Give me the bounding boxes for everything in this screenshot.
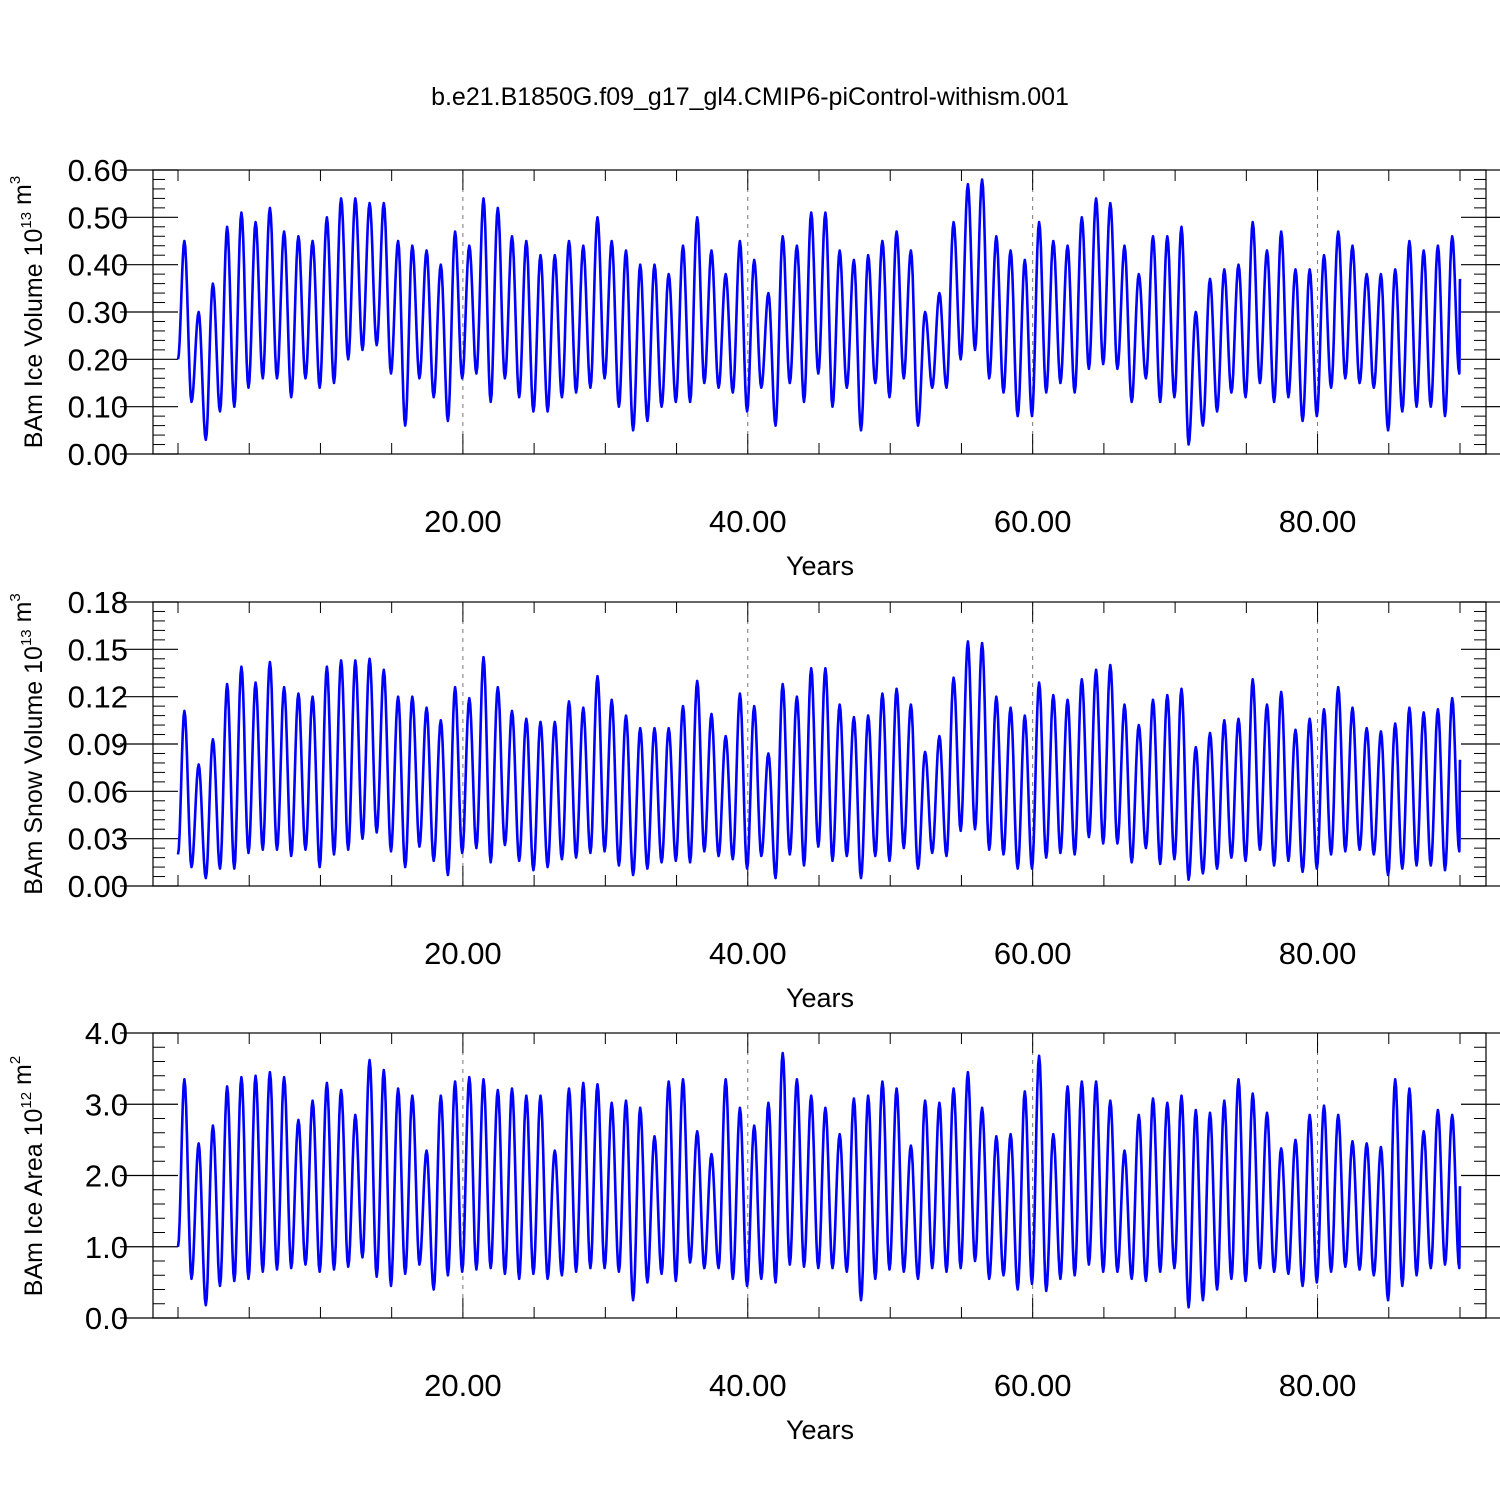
y-tick-label: 2.0 — [85, 1159, 128, 1194]
y-axis-label-superscript: 3 — [7, 176, 24, 184]
x-tick-label: 40.00 — [709, 936, 787, 971]
x-tick-label: 80.00 — [1279, 1368, 1357, 1403]
series-line-1 — [176, 178, 1462, 446]
y-tick-label: 0.0 — [85, 1301, 128, 1336]
y-axis-label-superscript: 3 — [7, 593, 24, 601]
chart-panel-3: 0.0 1.0 2.0 3.0 4.0 20.00 40.00 60.00 80.00 Years… — [7, 1016, 1500, 1445]
y-axis-label-part: m — [9, 1064, 37, 1092]
x-tick-label: 20.00 — [424, 936, 502, 971]
x-tick-label: 80.00 — [1279, 936, 1357, 971]
y-tick-label: 0.30 — [68, 295, 128, 330]
y-axis-label: BAm Ice Volume 1013 m3 — [7, 176, 48, 448]
y-tick-label: 0.50 — [68, 200, 128, 235]
x-tick-label: 40.00 — [709, 504, 787, 539]
y-axis-label-superscript: 12 — [18, 1092, 35, 1109]
y-tick-label: 1.0 — [85, 1230, 128, 1265]
x-axis-label: Years — [786, 1415, 854, 1445]
y-tick-label: 0.18 — [68, 585, 128, 620]
x-tick-label: 80.00 — [1279, 504, 1357, 539]
figure-title: b.e21.B1850G.f09_g17_gl4.CMIP6-piControl… — [431, 83, 1069, 111]
y-axis-label-part: m — [9, 184, 37, 212]
y-tick-label: 3.0 — [85, 1087, 128, 1122]
x-axis-label: Years — [786, 983, 854, 1013]
x-tick-label: 60.00 — [994, 936, 1072, 971]
y-tick-label: 0.06 — [68, 774, 128, 809]
y-axis-label-superscript: 13 — [18, 629, 35, 646]
x-axis-label: Years — [786, 551, 854, 581]
y-axis-label-part: BAm Ice Area 10 — [20, 1109, 48, 1297]
y-axis-label-part: BAm Snow Volume 10 — [20, 646, 48, 895]
y-tick-label: 0.00 — [68, 869, 128, 904]
y-tick-label: 0.20 — [68, 342, 128, 377]
y-axis-label-part: m — [9, 602, 37, 630]
y-tick-label: 0.40 — [68, 248, 128, 283]
x-tick-label: 60.00 — [994, 1368, 1072, 1403]
x-tick-label: 40.00 — [709, 1368, 787, 1403]
y-axis-label: BAm Snow Volume 1013 m3 — [7, 593, 48, 895]
y-axis-label-part: BAm Ice Volume 10 — [20, 229, 48, 449]
series-line-2 — [176, 640, 1462, 881]
chart-panel-2: 0.00 0.03 0.06 0.09 0.12 0.15 0.18 20.00 40.00 60… — [7, 585, 1500, 1013]
y-tick-label: 0.12 — [68, 680, 128, 715]
y-tick-label: 0.00 — [68, 437, 128, 472]
chart-panel-1: 0.00 0.10 0.20 0.30 0.40 0.50 0.60 20.00 40.00 60… — [7, 153, 1500, 581]
y-tick-label: 0.09 — [68, 727, 128, 762]
y-axis-label-superscript: 2 — [7, 1056, 24, 1064]
y-axis-label-superscript: 13 — [18, 212, 35, 229]
x-tick-label: 20.00 — [424, 504, 502, 539]
y-axis-label: BAm Ice Area 1012 m2 — [7, 1056, 48, 1296]
series-line-3 — [176, 1051, 1462, 1309]
x-tick-label: 60.00 — [994, 504, 1072, 539]
y-tick-label: 0.10 — [68, 390, 128, 425]
y-tick-label: 0.15 — [68, 632, 128, 667]
y-tick-label: 0.03 — [68, 822, 128, 857]
x-tick-label: 20.00 — [424, 1368, 502, 1403]
y-tick-label: 0.60 — [68, 153, 128, 188]
y-tick-label: 4.0 — [85, 1016, 128, 1051]
